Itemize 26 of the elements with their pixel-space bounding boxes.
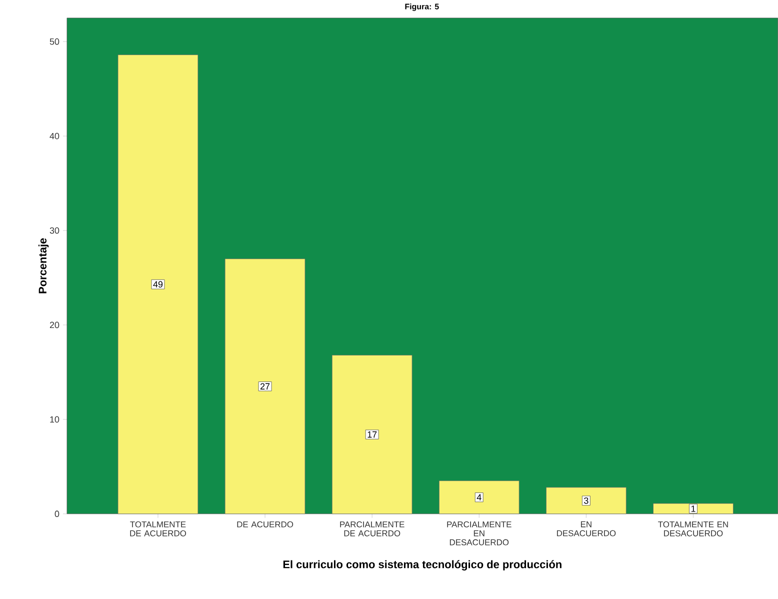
data-label: 17 <box>368 432 377 438</box>
data-label: 49 <box>153 281 163 288</box>
x-tick-label: DE ACUERDO <box>237 521 294 528</box>
y-axis-title: Porcentaje <box>38 238 49 294</box>
bar <box>546 487 626 514</box>
x-tick-label: TOTALMENTE EN DESACUERDO <box>658 521 728 536</box>
data-label: 3 <box>584 498 588 504</box>
bar <box>653 503 734 514</box>
bar <box>118 54 198 514</box>
data-label: 27 <box>260 383 270 390</box>
y-tick-label: 20 <box>50 322 60 328</box>
bar <box>224 258 306 514</box>
x-tick-label: EN DESACUERDO <box>557 521 616 536</box>
y-tick-label: 50 <box>50 38 60 45</box>
x-tick-label: TOTALMENTE DE ACUERDO <box>130 521 186 536</box>
bar <box>438 480 520 514</box>
x-axis-title: El curriculo como sistema tecnológico de producción <box>283 560 562 571</box>
x-tick-label: PARCIALMENTE EN DESACUERDO <box>447 521 512 546</box>
y-tick-label: 40 <box>50 132 60 140</box>
y-tick-label: 10 <box>50 416 60 423</box>
y-tick-label: 0 <box>54 510 60 518</box>
data-label: 1 <box>691 506 696 512</box>
y-tick-label: 30 <box>50 227 60 234</box>
bar <box>332 355 412 514</box>
data-label: 4 <box>476 494 482 500</box>
x-tick-label: PARCIALMENTE DE ACUERDO <box>340 521 404 536</box>
